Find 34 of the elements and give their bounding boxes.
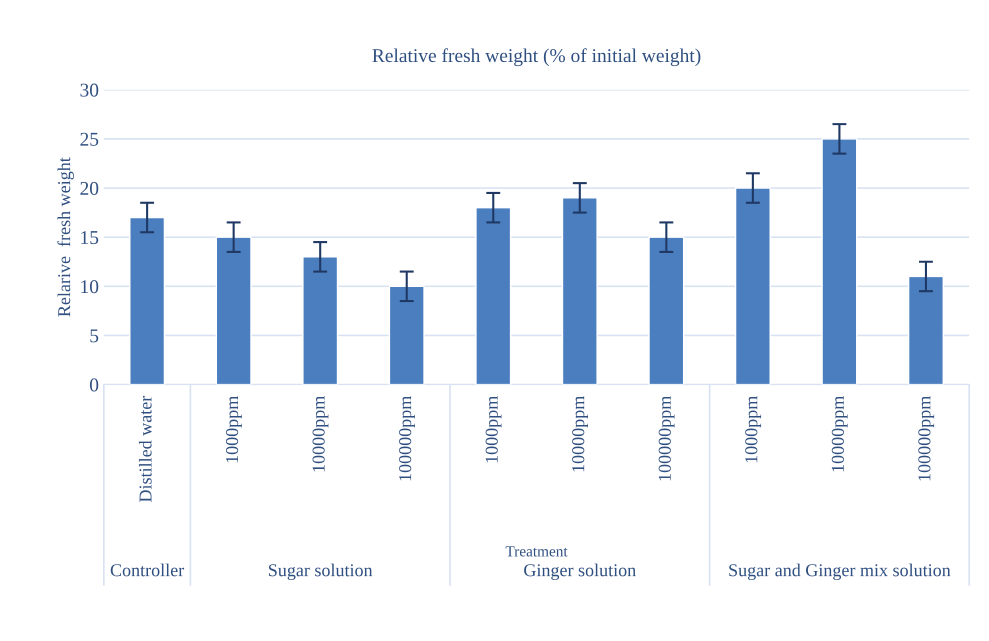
bar [388, 286, 425, 385]
bar [475, 206, 512, 385]
bar [908, 276, 944, 385]
bar [648, 236, 684, 385]
x-tick-label: 10000ppm [312, 396, 328, 472]
bar [734, 187, 771, 385]
text: Ginger solution [524, 564, 636, 580]
y-tick-label: 5 [90, 329, 98, 342]
y-tick-label: 20 [80, 182, 98, 195]
bar [821, 138, 858, 385]
x-tick-label: 1000ppm [486, 396, 502, 462]
x-tick-label: 100000ppm [658, 396, 675, 480]
x-tick-label: 100000ppm [918, 396, 934, 480]
x-tick-label: 10000ppm [572, 396, 588, 472]
x-tick-label: 10000ppm [832, 396, 848, 472]
text: Sugar solution [268, 564, 372, 580]
y-axis-title: Relarive fresh weight [57, 157, 74, 317]
x-tick-label: Distilled water [138, 396, 152, 502]
x-tick-label: 100000ppm [399, 396, 415, 480]
x-tick-label: 1000ppm [226, 396, 242, 462]
y-tick-label: 10 [81, 280, 98, 294]
y-tick-label: 25 [80, 132, 98, 146]
bar [129, 216, 166, 385]
y-tick-label: 30 [80, 84, 98, 97]
bar [562, 197, 598, 385]
bar [216, 236, 252, 385]
y-tick-label: 15 [81, 231, 98, 244]
y-tick-label: 0 [90, 378, 98, 392]
text: Sugar and Ginger mix solution [729, 564, 950, 580]
text: Controller [110, 564, 184, 576]
bar [302, 256, 338, 385]
chart-title: Relative fresh weight (% of initial weight) [372, 48, 700, 66]
x-axis-title: Treatment [506, 546, 568, 556]
x-tick-label: 1000ppm [745, 396, 762, 462]
